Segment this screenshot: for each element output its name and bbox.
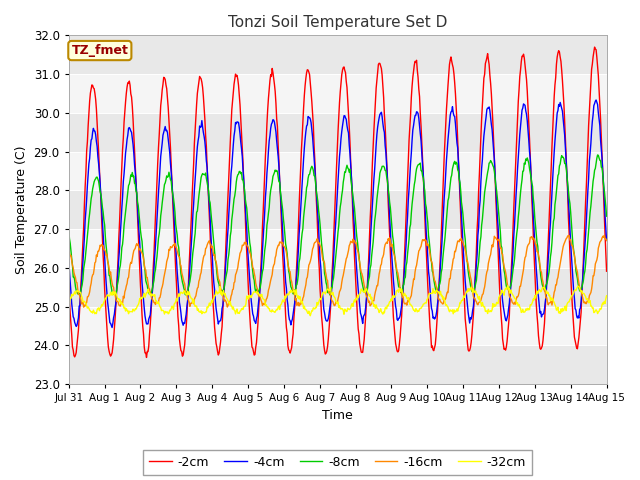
- -16cm: [131, 247, 138, 252]
- -8cm: [594, 152, 602, 158]
- -8cm: [65, 227, 72, 232]
- -8cm: [183, 292, 191, 298]
- Line: -32cm: -32cm: [68, 286, 607, 316]
- -2cm: [404, 176, 412, 181]
- Bar: [68, 190, 607, 229]
- -2cm: [419, 172, 427, 178]
- Y-axis label: Soil Temperature (C): Soil Temperature (C): [15, 145, 28, 274]
- -2cm: [143, 355, 150, 360]
- -16cm: [75, 291, 83, 297]
- -16cm: [80, 304, 88, 310]
- -4cm: [214, 316, 221, 322]
- -4cm: [65, 257, 72, 263]
- -8cm: [75, 291, 83, 297]
- -32cm: [130, 308, 138, 313]
- -32cm: [184, 292, 192, 298]
- -16cm: [419, 237, 427, 243]
- -8cm: [419, 175, 427, 181]
- Bar: [68, 113, 607, 152]
- Bar: [68, 74, 607, 113]
- -2cm: [65, 281, 72, 287]
- -4cm: [404, 213, 412, 219]
- Bar: [68, 345, 607, 384]
- -8cm: [603, 213, 611, 219]
- -8cm: [214, 276, 221, 282]
- Bar: [68, 229, 607, 268]
- -32cm: [419, 301, 427, 307]
- -2cm: [130, 132, 138, 137]
- -16cm: [186, 300, 193, 305]
- -32cm: [65, 299, 72, 305]
- -32cm: [75, 288, 83, 294]
- -4cm: [603, 238, 611, 243]
- -2cm: [75, 327, 83, 333]
- -2cm: [214, 348, 221, 354]
- Title: Tonzi Soil Temperature Set D: Tonzi Soil Temperature Set D: [228, 15, 447, 30]
- -16cm: [603, 238, 611, 243]
- Line: -16cm: -16cm: [68, 235, 607, 307]
- -32cm: [504, 283, 511, 288]
- -4cm: [75, 315, 83, 321]
- -32cm: [404, 296, 412, 302]
- -8cm: [404, 251, 412, 256]
- -32cm: [213, 289, 221, 295]
- -4cm: [186, 277, 193, 283]
- -2cm: [186, 262, 193, 268]
- -4cm: [131, 162, 138, 168]
- Legend: -2cm, -4cm, -8cm, -16cm, -32cm: -2cm, -4cm, -8cm, -16cm, -32cm: [143, 450, 532, 475]
- Bar: [68, 268, 607, 307]
- -2cm: [591, 44, 598, 50]
- Bar: [68, 307, 607, 345]
- Bar: [68, 152, 607, 190]
- -16cm: [404, 299, 412, 304]
- -32cm: [307, 313, 314, 319]
- -4cm: [592, 97, 600, 103]
- X-axis label: Time: Time: [323, 408, 353, 421]
- -16cm: [214, 270, 221, 276]
- Line: -4cm: -4cm: [68, 100, 607, 327]
- Text: TZ_fmet: TZ_fmet: [72, 44, 128, 57]
- -16cm: [600, 232, 608, 238]
- -4cm: [108, 324, 116, 330]
- Line: -8cm: -8cm: [68, 155, 607, 295]
- -32cm: [603, 293, 611, 299]
- Line: -2cm: -2cm: [68, 47, 607, 358]
- -2cm: [603, 268, 611, 274]
- Bar: [68, 36, 607, 74]
- -16cm: [65, 249, 72, 254]
- -4cm: [419, 171, 427, 177]
- -8cm: [130, 173, 138, 179]
- -8cm: [186, 282, 193, 288]
